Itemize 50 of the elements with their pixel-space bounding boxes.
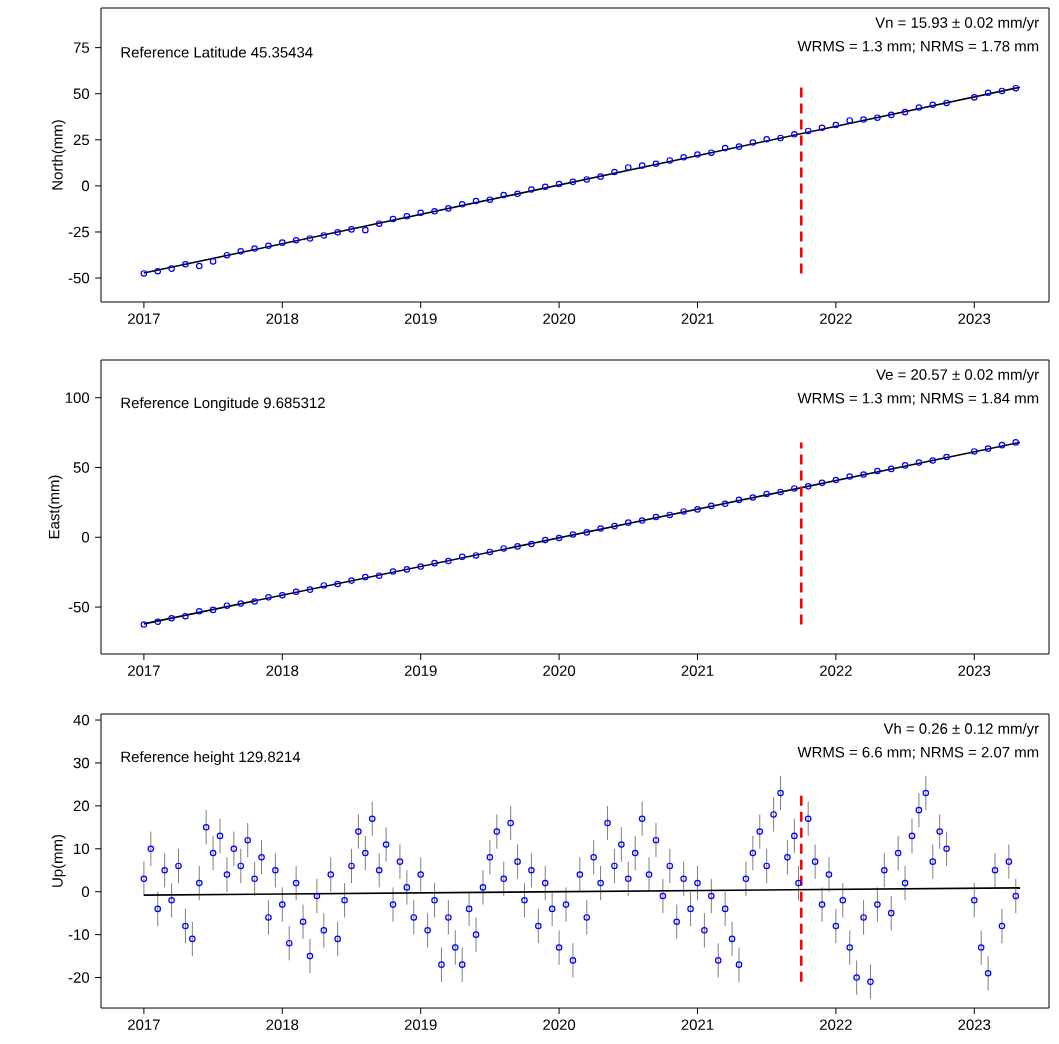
x-tick-label: 2020 (543, 665, 576, 676)
y-axis-title: East(mm) (48, 475, 63, 539)
annotation: WRMS = 1.3 mm; NRMS = 1.78 mm (797, 40, 1039, 54)
x-tick-label: 2022 (820, 313, 852, 324)
y-tick-label: 100 (65, 392, 90, 403)
x-tick-label: 2023 (958, 313, 991, 324)
annotation: Reference Latitude 45.35434 (121, 46, 313, 58)
y-tick-label: -20 (68, 972, 90, 983)
y-tick-label: 0 (81, 532, 90, 543)
annotation: WRMS = 1.3 mm; NRMS = 1.84 mm (797, 392, 1039, 406)
y-tick-label: 0 (81, 180, 90, 192)
annotation: WRMS = 6.6 mm; NRMS = 2.07 mm (797, 746, 1039, 760)
annotation: Vn = 15.93 ± 0.02 mm/yr (875, 16, 1039, 31)
x-tick-label: 2020 (543, 313, 576, 324)
y-tick-label: 10 (74, 843, 90, 855)
x-tick-label: 2020 (543, 1019, 576, 1030)
x-tick-label: 2018 (266, 313, 299, 324)
y-tick-label: -10 (68, 929, 90, 940)
x-tick-label: 2022 (820, 665, 852, 676)
x-tick-label: 2021 (681, 313, 714, 324)
x-tick-label: 2017 (128, 665, 160, 676)
y-tick-label: 30 (73, 757, 90, 769)
y-axis-title: North(mm) (51, 120, 66, 190)
y-tick-label: -50 (68, 601, 90, 613)
x-tick-label: 2019 (404, 665, 437, 676)
x-tick-label: 2021 (681, 665, 714, 676)
x-tick-label: 2021 (681, 1019, 714, 1030)
annotation: Vh = 0.26 ± 0.12 mm/yr (883, 722, 1039, 737)
x-tick-label: 2018 (266, 1019, 299, 1030)
annotation: Reference Longitude 9.685312 (121, 397, 325, 412)
x-tick-label: 2018 (266, 665, 299, 676)
y-tick-label: 20 (73, 800, 90, 812)
y-tick-label: 75 (73, 42, 90, 53)
x-tick-label: 2022 (820, 1019, 852, 1030)
y-tick-label: 50 (73, 462, 90, 473)
y-axis-title: Up(mm) (51, 834, 66, 887)
y-tick-label: -25 (68, 226, 90, 238)
x-tick-label: 2019 (404, 313, 437, 324)
x-tick-label: 2023 (958, 665, 991, 676)
y-tick-label: -50 (68, 272, 90, 284)
y-tick-label: 25 (73, 134, 90, 146)
y-tick-label: 50 (73, 88, 90, 100)
x-tick-label: 2019 (404, 1019, 437, 1030)
x-tick-label: 2023 (958, 1019, 991, 1030)
x-tick-label: 2017 (128, 1019, 160, 1030)
x-tick-label: 2017 (128, 313, 160, 324)
annotation: Reference height 129.8214 (121, 751, 301, 766)
y-tick-label: 0 (81, 886, 90, 897)
annotation: Ve = 20.57 ± 0.02 mm/yr (876, 368, 1039, 383)
y-tick-label: 40 (73, 714, 90, 726)
